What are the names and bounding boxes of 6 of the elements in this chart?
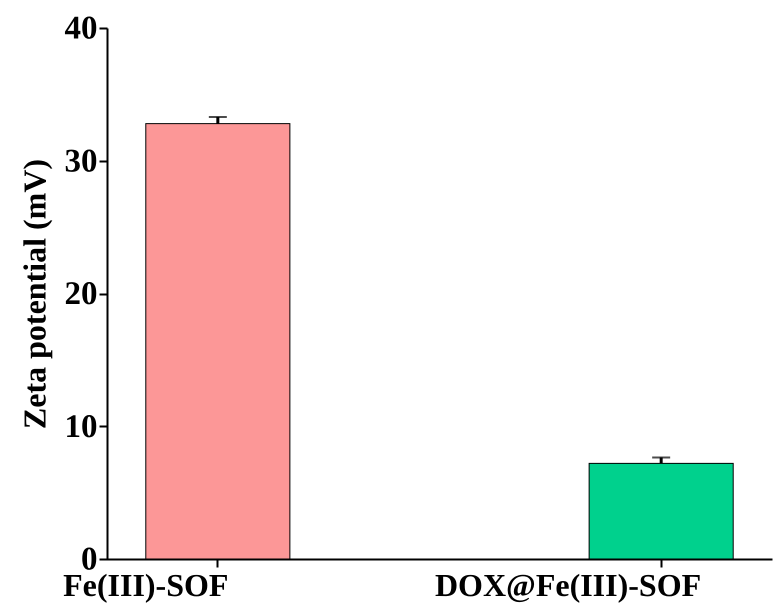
y-axis-title: Zeta potential (mV) (16, 158, 52, 430)
y-tick-label: 20 (64, 276, 98, 312)
y-tick-label: 30 (64, 143, 98, 180)
y-tick-label: 10 (64, 408, 98, 445)
y-tick-label: 40 (64, 10, 98, 46)
x-tick-label: DOX@Fe(III)-SOF (434, 567, 702, 603)
